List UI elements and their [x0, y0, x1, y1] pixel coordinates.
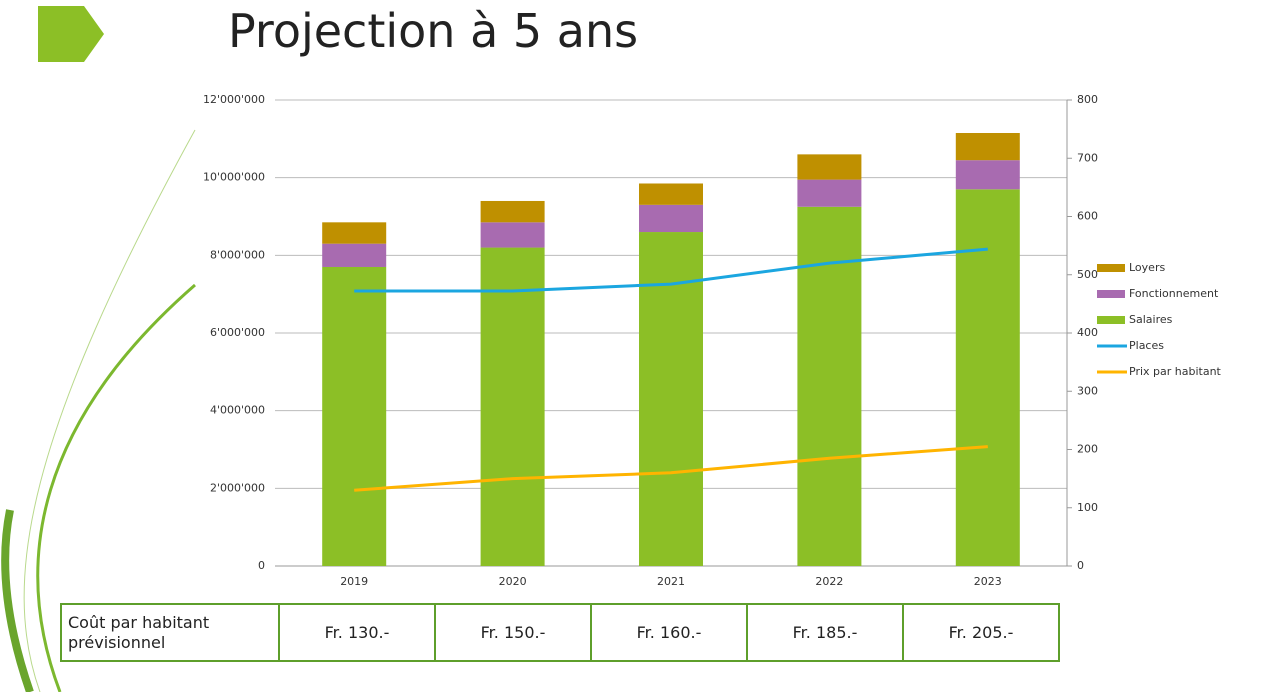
y-tick-label: 2'000'000	[210, 481, 265, 494]
chart: 0 2'000'000 4'000'000 6'000'000 8'000'000 10'…	[0, 0, 1287, 600]
y2-tick-label: 400	[1077, 326, 1098, 339]
legend-label: Prix par habitant	[1129, 365, 1222, 378]
bar-segment	[322, 267, 386, 566]
bar-segment	[639, 205, 703, 232]
legend-label: Fonctionnement	[1129, 287, 1219, 300]
x-tick-label: 2022	[815, 575, 843, 588]
bar-segment	[639, 183, 703, 204]
bar-segment	[322, 222, 386, 243]
table-cell: Fr. 185.-	[747, 604, 903, 661]
bar-segment	[481, 222, 545, 247]
y2-tick-label: 700	[1077, 151, 1098, 164]
y-tick-label: 8'000'000	[210, 248, 265, 261]
bar-segment	[481, 201, 545, 222]
y-tick-label: 4'000'000	[210, 404, 265, 417]
table-header: Coût par habitant prévisionnel	[61, 604, 279, 661]
bar-segment	[956, 160, 1020, 189]
x-tick-label: 2021	[657, 575, 685, 588]
y-tick-label: 6'000'000	[210, 326, 265, 339]
table-cell: Fr. 130.-	[279, 604, 435, 661]
bar-segment	[956, 189, 1020, 566]
table-cell: Fr. 150.-	[435, 604, 591, 661]
bar-segment	[956, 133, 1020, 160]
table-cell: Fr. 205.-	[903, 604, 1059, 661]
y2-tick-label: 0	[1077, 559, 1084, 572]
x-tick-label: 2020	[499, 575, 527, 588]
bar-segment	[481, 248, 545, 566]
bar-segment	[797, 180, 861, 207]
y-tick-label: 0	[258, 559, 265, 572]
y-tick-label: 12'000'000	[203, 93, 265, 106]
y2-tick-label: 500	[1077, 268, 1098, 281]
x-tick-label: 2019	[340, 575, 368, 588]
y2-tick-label: 600	[1077, 210, 1098, 223]
y2-tick-label: 300	[1077, 384, 1098, 397]
legend-label: Loyers	[1129, 261, 1165, 274]
legend-swatch	[1097, 290, 1125, 298]
legend-swatch	[1097, 264, 1125, 272]
y2-tick-label: 200	[1077, 443, 1098, 456]
legend-label: Places	[1129, 339, 1164, 352]
y2-tick-label: 800	[1077, 93, 1098, 106]
cost-table: Coût par habitant prévisionnel Fr. 130.-…	[60, 603, 1060, 662]
legend-label: Salaires	[1129, 313, 1173, 326]
y-tick-label: 10'000'000	[203, 171, 265, 184]
x-tick-label: 2023	[974, 575, 1002, 588]
y2-tick-label: 100	[1077, 501, 1098, 514]
table-cell: Fr. 160.-	[591, 604, 747, 661]
legend-swatch	[1097, 316, 1125, 324]
bar-segment	[797, 154, 861, 179]
slide: Projection à 5 ans 02'000'0004'000'0006'…	[0, 0, 1287, 692]
bar-segment	[322, 244, 386, 267]
